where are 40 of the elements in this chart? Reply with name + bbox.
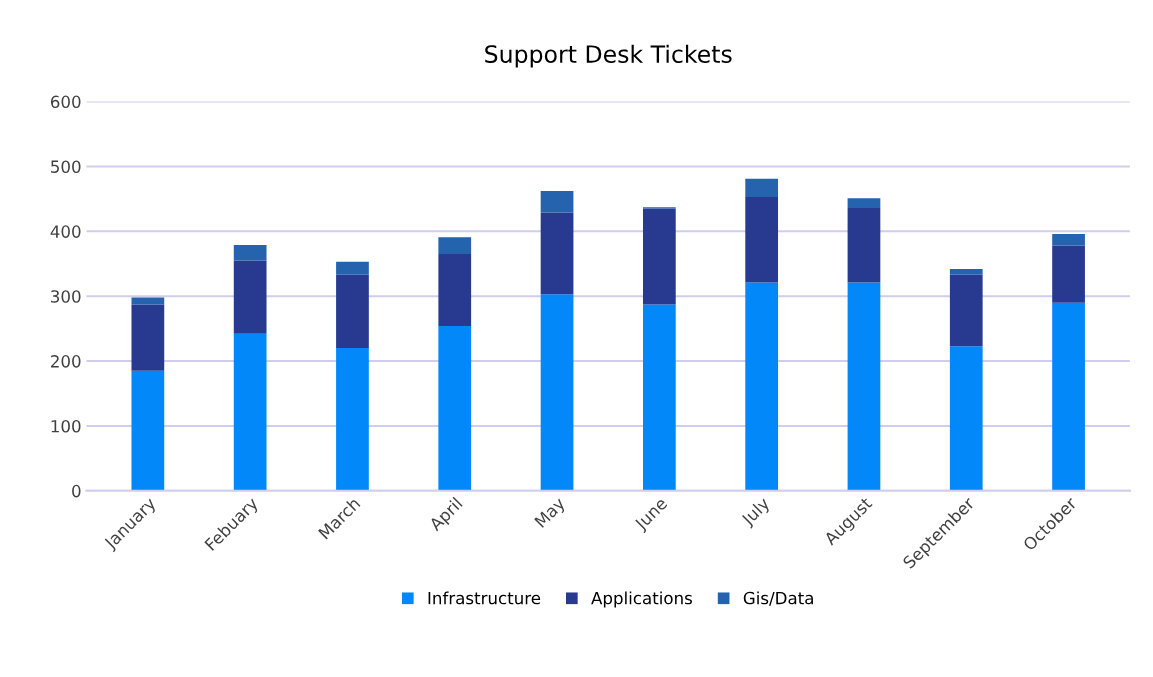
legend-label: Gis/Data <box>743 591 813 606</box>
bar <box>642 208 676 305</box>
y-tick-label: 0 <box>72 484 81 498</box>
y-tick-label: 400 <box>50 225 81 238</box>
bar <box>233 260 267 334</box>
bar <box>540 294 574 491</box>
bar <box>949 268 983 275</box>
y-tick-label: 300 <box>51 290 81 303</box>
bar <box>847 207 881 283</box>
bar <box>233 244 267 261</box>
bar <box>745 282 779 491</box>
bar <box>540 212 574 295</box>
bar <box>336 348 369 491</box>
bar <box>336 274 369 349</box>
chart-title: Support Desk Tickets <box>485 44 732 68</box>
bar <box>131 297 165 305</box>
bar <box>745 196 779 283</box>
y-tick-label: 200 <box>51 355 81 368</box>
bar <box>540 191 574 213</box>
bar <box>438 254 472 327</box>
bar <box>642 304 676 491</box>
bar <box>1052 302 1085 491</box>
y-tick-label: 500 <box>51 160 81 173</box>
bar <box>745 178 779 197</box>
legend-label: Infrastructure <box>428 591 541 605</box>
bar <box>949 346 983 491</box>
bar <box>438 326 472 491</box>
y-tick-label: 600 <box>50 95 81 109</box>
bar <box>131 304 165 371</box>
bar <box>131 370 165 491</box>
bar <box>1052 245 1085 303</box>
legend-label: Applications <box>591 591 692 608</box>
bar <box>438 237 472 255</box>
bar <box>847 282 881 491</box>
bar <box>949 274 983 347</box>
bar <box>847 198 881 208</box>
bar <box>336 261 369 275</box>
bar <box>1052 233 1085 246</box>
bar <box>233 333 267 491</box>
y-tick-label: 100 <box>51 419 81 433</box>
